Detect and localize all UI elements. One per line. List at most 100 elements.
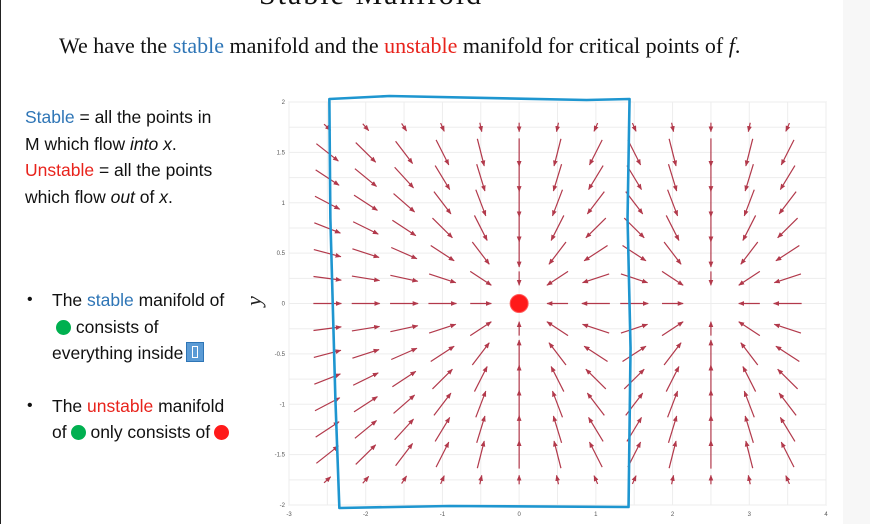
green-dot-icon: [70, 425, 86, 440]
bullet-text: The: [52, 290, 88, 310]
vector-arrow: [352, 221, 379, 235]
vector-arrow: [744, 415, 754, 444]
stable-word: Stable: [25, 107, 75, 127]
vector-arrow: [779, 165, 796, 191]
vector-arrow: [744, 440, 754, 469]
vector-arrow: [473, 366, 488, 392]
vector-arrow: [476, 163, 486, 192]
vector-arrow: [747, 122, 752, 133]
bullet-text: manifold of: [52, 395, 225, 443]
y-tick-label: -1.5: [275, 453, 286, 459]
vector-arrow: [476, 138, 486, 167]
vector-arrow: [432, 368, 453, 390]
subtitle-f: f: [728, 33, 735, 58]
vector-arrow: [430, 244, 455, 262]
critical-point: [509, 294, 529, 313]
vector-arrow: [475, 189, 487, 217]
vector-arrow: [471, 241, 490, 265]
vector-arrow: [435, 441, 450, 468]
y-tick-label: 2: [282, 100, 286, 106]
x-tick-label: 4: [824, 512, 828, 518]
vector-arrow: [351, 275, 381, 283]
bullet-unstable: • The unstable manifold of only consists…: [25, 393, 235, 446]
unstable-word: Unstable: [25, 160, 95, 180]
vector-arrow: [471, 342, 490, 366]
vector-arrow: [581, 323, 610, 334]
vector-arrow: [620, 273, 649, 284]
x-tick-label: -3: [286, 512, 292, 518]
x-tick-label: -1: [440, 512, 446, 518]
vector-arrow: [354, 420, 377, 439]
y-tick-label: 1: [282, 201, 286, 207]
vector-arrow: [355, 142, 377, 163]
vector-arrow: [552, 415, 563, 444]
y-tick-label: -0.5: [275, 352, 286, 358]
stable-region-outline: [328, 94, 632, 510]
vector-arrow: [355, 444, 377, 465]
vector-arrow: [744, 163, 754, 192]
vector-arrow: [476, 440, 486, 469]
bullet-text: only consists of: [85, 422, 211, 442]
vector-arrow: [315, 169, 340, 186]
window-edge: [843, 0, 870, 524]
vector-arrow: [315, 445, 339, 464]
vector-arrow: [779, 416, 796, 442]
vector-arrow: [401, 475, 408, 484]
vector-arrow: [742, 366, 757, 392]
definition-text: .: [168, 186, 173, 207]
vector-arrow: [785, 475, 791, 485]
vector-arrow: [475, 390, 487, 418]
subtitle-unstable-word: unstable: [384, 33, 458, 58]
vector-arrow: [555, 474, 561, 485]
vector-arrow: [314, 195, 341, 210]
vector-arrow: [478, 474, 483, 485]
vector-arrow: [583, 244, 608, 262]
subtitle-text: manifold for critical points of: [457, 33, 729, 58]
vector-arrow: [661, 270, 684, 286]
y-tick-label: 0: [282, 302, 286, 308]
vector-arrow: [663, 241, 682, 265]
vector-arrow: [352, 348, 380, 359]
vector-arrow: [588, 441, 603, 468]
red-dot-icon: [214, 425, 230, 440]
y-tick-label: -1: [280, 402, 286, 408]
vector-arrow: [393, 193, 416, 213]
vector-arrow: [785, 122, 791, 132]
vector-arrow: [391, 347, 418, 361]
subtitle-text: manifold and the: [224, 33, 385, 58]
vector-arrow: [778, 191, 797, 215]
vector-arrow: [391, 246, 418, 260]
vector-arrow: [667, 163, 678, 192]
bullet-text: consists of everything inside: [52, 316, 184, 364]
vector-arrow: [620, 323, 649, 334]
vector-arrow: [778, 392, 797, 416]
vector-arrow: [586, 392, 605, 416]
vector-arrow: [588, 416, 604, 442]
vector-arrow: [740, 241, 759, 265]
vector-arrow: [738, 321, 761, 337]
vector-arrow: [548, 241, 567, 265]
definition-emphasis: into: [130, 133, 159, 154]
vector-arrow: [747, 474, 752, 485]
x-tick-label: 3: [748, 512, 752, 518]
vector-arrow: [313, 275, 342, 282]
vector-arrow: [775, 345, 800, 363]
definition-text: of: [134, 186, 160, 207]
vector-arrow: [775, 244, 800, 262]
vector-arrow: [439, 475, 445, 485]
y-tick-label: -2: [280, 503, 286, 509]
vector-arrow: [352, 372, 379, 386]
vector-arrow: [550, 366, 565, 392]
vector-arrow: [428, 273, 457, 284]
vector-arrow: [552, 163, 563, 192]
vector-arrow: [394, 418, 414, 441]
vector-arrow: [777, 368, 799, 390]
definition-x: x: [159, 186, 168, 207]
vector-arrow: [667, 189, 679, 217]
vector-arrow: [740, 342, 759, 366]
vector-arrow: [353, 194, 378, 211]
definition-text: .: [171, 133, 177, 154]
vector-arrow: [593, 475, 599, 485]
vector-arrow: [631, 122, 637, 132]
vector-arrow: [439, 122, 445, 132]
